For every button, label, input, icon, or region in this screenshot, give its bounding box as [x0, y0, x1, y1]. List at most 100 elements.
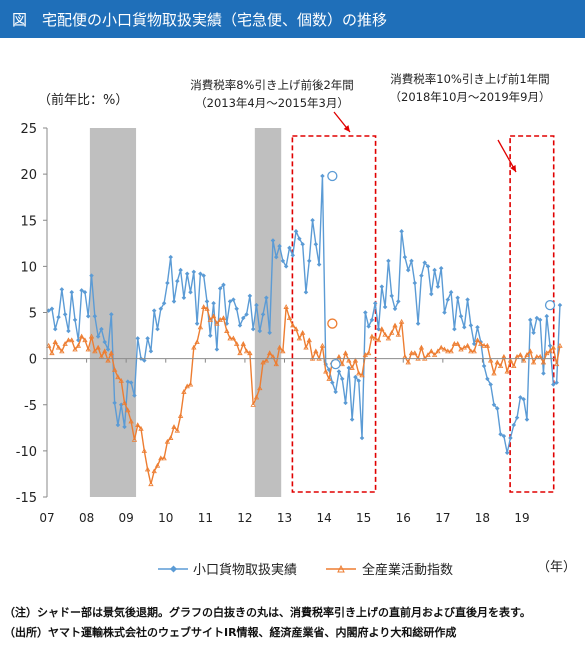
y-tick-label: 20	[20, 168, 37, 183]
data-point	[118, 377, 124, 383]
data-point	[198, 271, 203, 277]
data-point	[175, 278, 180, 284]
annotation-arrowhead-1	[510, 165, 516, 172]
data-point	[527, 348, 533, 354]
annotation-line2-1: （2018年10月～2019年9月）	[390, 90, 551, 104]
data-point	[511, 422, 517, 428]
data-point	[55, 344, 62, 350]
data-point	[455, 341, 461, 346]
data-point	[56, 314, 61, 320]
note-shading: （注）シャドー部は景気後退期。グラフの白抜きの丸は、消費税率引き上げの直前月およ…	[4, 606, 531, 619]
data-point	[125, 379, 131, 384]
data-point	[144, 466, 151, 472]
data-point	[115, 374, 121, 380]
data-point	[356, 370, 362, 376]
data-point	[95, 344, 101, 350]
data-point	[405, 359, 411, 365]
data-point	[386, 258, 391, 264]
open-marker	[327, 318, 338, 329]
data-point	[214, 347, 220, 352]
data-point	[293, 326, 299, 332]
data-point	[214, 320, 220, 326]
data-point	[247, 293, 253, 299]
data-point	[181, 389, 187, 394]
data-point	[339, 361, 345, 367]
data-point	[286, 315, 293, 321]
data-point	[494, 359, 500, 365]
data-point	[92, 348, 98, 354]
data-point	[128, 418, 134, 424]
data-point	[224, 328, 230, 333]
y-tick-label: 5	[29, 307, 37, 322]
data-point	[504, 368, 510, 374]
data-point	[468, 348, 474, 354]
data-point	[72, 346, 78, 352]
y-tick-label: -15	[16, 491, 37, 506]
data-point	[412, 350, 418, 356]
data-point	[385, 335, 392, 341]
data-point	[164, 438, 171, 444]
data-point	[471, 348, 477, 354]
y-tick-label: 10	[20, 260, 37, 275]
data-point	[379, 284, 385, 289]
data-point	[366, 324, 371, 329]
data-point	[392, 306, 398, 312]
data-point	[194, 321, 200, 326]
data-point	[395, 331, 401, 337]
data-point	[481, 342, 487, 348]
data-point	[428, 348, 434, 354]
data-point	[62, 341, 68, 346]
data-point	[105, 357, 111, 363]
data-point	[491, 402, 497, 408]
data-point	[184, 271, 190, 277]
data-point	[59, 348, 65, 354]
y-tick-label: -10	[16, 445, 37, 460]
data-point	[445, 297, 451, 302]
data-point	[211, 301, 216, 306]
open-marker	[330, 359, 341, 370]
data-point	[276, 344, 283, 350]
data-point	[399, 229, 404, 234]
data-point	[352, 357, 359, 363]
data-point	[508, 435, 513, 441]
data-point	[273, 254, 279, 260]
x-tick-label: 16	[396, 511, 411, 525]
y-tick-label: 15	[20, 214, 37, 229]
title-bar: 図 宅配便の小口貨物取扱実績（宅急便、個数）の推移	[0, 0, 585, 38]
data-point	[154, 462, 161, 468]
data-point	[267, 330, 272, 336]
data-point	[537, 317, 543, 323]
data-point	[210, 313, 217, 319]
note-source: （出所）ヤマト運輸株式会社のウェブサイトIR情報、経済産業省、内閣府より大和総研…	[4, 626, 457, 639]
data-point	[375, 337, 382, 343]
annotation-arrowhead-0	[343, 125, 350, 132]
y-tick-label: 25	[20, 122, 37, 137]
data-point	[191, 344, 197, 350]
data-point	[227, 335, 233, 341]
data-point	[207, 317, 213, 322]
data-point	[382, 304, 388, 310]
data-point	[389, 329, 395, 335]
open-marker	[544, 299, 556, 311]
data-point	[379, 326, 385, 332]
data-point	[448, 348, 454, 354]
data-point	[550, 344, 557, 350]
data-point	[280, 348, 286, 354]
data-point	[497, 363, 504, 369]
data-point	[462, 324, 467, 330]
data-point	[293, 229, 299, 234]
data-point	[524, 417, 530, 422]
data-point	[504, 450, 510, 455]
data-point	[471, 341, 477, 347]
data-point	[431, 352, 438, 357]
data-point	[481, 363, 487, 369]
data-point	[359, 435, 365, 441]
data-point	[534, 315, 540, 321]
data-point	[260, 312, 266, 317]
data-point	[79, 288, 84, 293]
data-point	[161, 301, 167, 306]
data-point	[273, 361, 279, 367]
data-point	[181, 295, 187, 301]
data-point	[541, 371, 546, 376]
x-tick-label: 15	[356, 511, 371, 525]
